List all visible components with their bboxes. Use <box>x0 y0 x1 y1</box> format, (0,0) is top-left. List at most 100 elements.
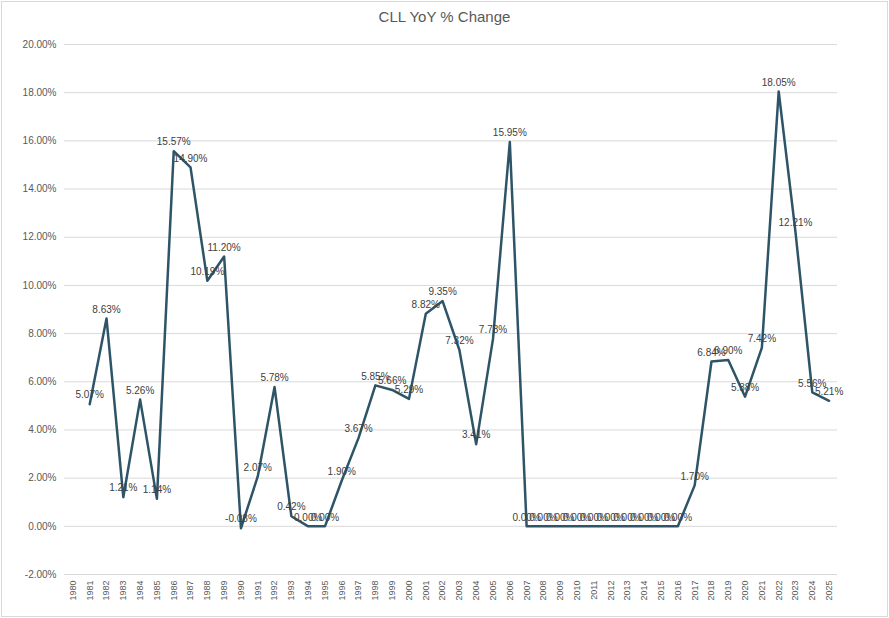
svg-text:2013: 2013 <box>622 581 632 601</box>
svg-text:2016: 2016 <box>673 581 683 601</box>
svg-text:5.85%: 5.85% <box>361 370 390 382</box>
svg-text:2012: 2012 <box>606 581 616 601</box>
svg-text:5.07%: 5.07% <box>76 389 104 400</box>
svg-text:2008: 2008 <box>538 581 548 601</box>
svg-text:16.00%: 16.00% <box>23 135 57 146</box>
svg-text:1982: 1982 <box>101 581 111 601</box>
svg-text:18.00%: 18.00% <box>23 87 57 98</box>
svg-text:2017: 2017 <box>690 581 700 601</box>
svg-text:2019: 2019 <box>723 581 733 601</box>
svg-text:7.32%: 7.32% <box>445 335 473 346</box>
svg-text:4.00%: 4.00% <box>28 424 56 435</box>
svg-text:2010: 2010 <box>572 581 582 601</box>
svg-text:1981: 1981 <box>85 581 95 601</box>
svg-text:12.00%: 12.00% <box>23 231 57 242</box>
svg-text:15.95%: 15.95% <box>493 127 527 138</box>
svg-text:6.90%: 6.90% <box>714 345 742 356</box>
svg-text:5.21%: 5.21% <box>815 386 843 397</box>
svg-text:12.21%: 12.21% <box>779 217 813 228</box>
svg-text:1997: 1997 <box>353 581 363 601</box>
svg-text:2018: 2018 <box>706 581 716 601</box>
svg-text:-0.08%: -0.08% <box>225 513 257 524</box>
svg-text:1991: 1991 <box>253 581 263 601</box>
svg-text:2024: 2024 <box>807 581 817 601</box>
svg-text:9.35%: 9.35% <box>428 286 456 297</box>
svg-text:1995: 1995 <box>320 581 330 601</box>
svg-text:14.90%: 14.90% <box>174 153 208 164</box>
svg-text:20.00%: 20.00% <box>23 39 57 50</box>
svg-text:1983: 1983 <box>118 581 128 601</box>
svg-text:5.26%: 5.26% <box>126 385 154 396</box>
svg-text:0.00%: 0.00% <box>311 512 339 523</box>
svg-text:7.42%: 7.42% <box>748 333 776 344</box>
svg-text:2015: 2015 <box>656 581 666 601</box>
svg-text:2025: 2025 <box>824 581 834 601</box>
svg-text:2009: 2009 <box>555 581 565 601</box>
svg-text:2014: 2014 <box>639 581 649 601</box>
svg-text:8.82%: 8.82% <box>412 299 440 310</box>
svg-text:1989: 1989 <box>219 581 229 601</box>
svg-text:2005: 2005 <box>488 581 498 601</box>
svg-text:7.78%: 7.78% <box>479 324 507 335</box>
svg-text:10.00%: 10.00% <box>23 280 57 291</box>
svg-text:18.05%: 18.05% <box>762 77 796 88</box>
svg-text:10.19%: 10.19% <box>190 266 224 277</box>
svg-text:2011: 2011 <box>589 581 599 600</box>
svg-text:0.00%: 0.00% <box>596 511 625 523</box>
svg-text:1994: 1994 <box>303 581 313 601</box>
svg-text:2022: 2022 <box>774 581 784 601</box>
html-text:CLL YoY % Change: CLL YoY % Change <box>378 8 511 25</box>
svg-text:1993: 1993 <box>286 581 296 601</box>
svg-text:2001: 2001 <box>421 581 431 601</box>
svg-text:1.70%: 1.70% <box>680 471 708 482</box>
svg-text:2002: 2002 <box>437 581 447 601</box>
svg-text:2020: 2020 <box>740 581 750 601</box>
svg-text:2.00%: 2.00% <box>28 472 56 483</box>
svg-text:5.29%: 5.29% <box>395 384 423 395</box>
svg-text:8.63%: 8.63% <box>92 304 120 315</box>
svg-text:2021: 2021 <box>757 581 767 601</box>
svg-text:0.00%: 0.00% <box>613 511 642 523</box>
svg-text:1984: 1984 <box>135 581 145 601</box>
svg-text:0.00%: 0.00% <box>562 511 592 523</box>
svg-text:1992: 1992 <box>269 581 279 601</box>
svg-text:1999: 1999 <box>387 581 397 601</box>
svg-text:1.90%: 1.90% <box>328 466 356 477</box>
svg-text:0.42%: 0.42% <box>277 501 306 513</box>
svg-text:2003: 2003 <box>454 581 464 601</box>
svg-text:2023: 2023 <box>790 581 800 601</box>
svg-text:2006: 2006 <box>505 581 515 601</box>
svg-text:15.57%: 15.57% <box>157 136 191 147</box>
svg-text:2007: 2007 <box>521 581 531 601</box>
svg-text:0.00%: 0.00% <box>28 521 56 532</box>
svg-text:0.00%: 0.00% <box>512 511 541 523</box>
svg-text:1.14%: 1.14% <box>143 484 171 495</box>
svg-text:14.00%: 14.00% <box>23 183 57 194</box>
svg-text:0.00%: 0.00% <box>529 511 558 523</box>
svg-text:1988: 1988 <box>202 581 212 601</box>
svg-text:6.00%: 6.00% <box>28 376 56 387</box>
svg-text:0.00%: 0.00% <box>579 511 608 523</box>
svg-text:1996: 1996 <box>337 581 347 601</box>
svg-text:2000: 2000 <box>404 581 414 601</box>
svg-text:3.67%: 3.67% <box>344 423 372 434</box>
svg-text:5.66%: 5.66% <box>378 375 407 387</box>
svg-text:1987: 1987 <box>185 581 195 601</box>
svg-text:8.00%: 8.00% <box>28 328 56 339</box>
svg-text:2004: 2004 <box>471 581 481 601</box>
svg-text:0.00%: 0.00% <box>294 511 323 523</box>
svg-text:5.78%: 5.78% <box>260 372 288 383</box>
svg-text:5.38%: 5.38% <box>731 382 759 393</box>
svg-text:3.41%: 3.41% <box>462 429 490 440</box>
svg-text:0.00%: 0.00% <box>546 511 575 523</box>
svg-text:1998: 1998 <box>370 581 380 601</box>
svg-text:2.07%: 2.07% <box>244 462 272 473</box>
svg-text:1.21%: 1.21% <box>109 482 137 493</box>
svg-text:1980: 1980 <box>68 581 78 601</box>
svg-text:1990: 1990 <box>236 581 246 601</box>
svg-text:1986: 1986 <box>169 581 179 601</box>
svg-text:11.20%: 11.20% <box>208 242 241 253</box>
svg-text:-2.00%: -2.00% <box>25 569 57 580</box>
svg-text:0.00%: 0.00% <box>664 512 692 523</box>
svg-text:1985: 1985 <box>152 581 162 601</box>
